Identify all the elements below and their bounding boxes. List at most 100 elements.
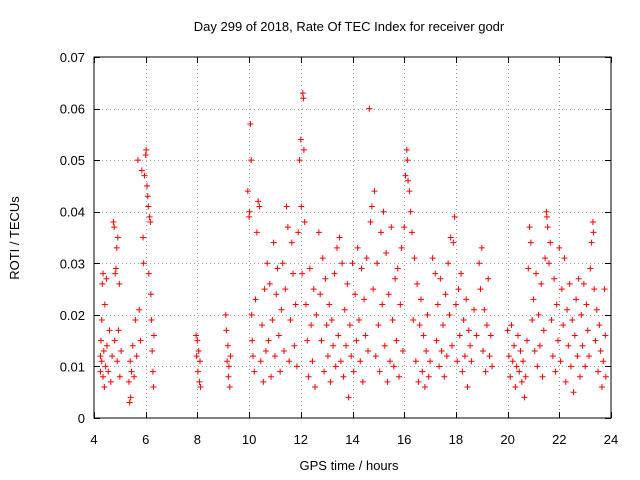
data-point <box>140 260 147 267</box>
data-point <box>284 224 291 231</box>
data-point <box>339 260 346 267</box>
y-axis-ticks: 0 0.01 0.02 0.03 0.04 0.05 0.06 0.07 <box>60 50 611 426</box>
data-point <box>115 327 122 334</box>
data-point <box>194 368 201 375</box>
data-point <box>102 363 109 370</box>
data-point <box>138 167 145 174</box>
data-point <box>317 291 324 298</box>
data-point <box>362 332 369 339</box>
data-point <box>330 342 337 349</box>
data-point <box>116 373 123 380</box>
data-point <box>359 378 366 385</box>
data-point <box>570 389 577 396</box>
data-point <box>324 353 331 360</box>
y-tick-label: 0.05 <box>60 153 85 168</box>
data-point <box>257 358 264 365</box>
data-point <box>534 363 541 370</box>
data-point <box>586 353 593 360</box>
data-point <box>485 275 492 282</box>
data-point <box>299 90 306 97</box>
data-point <box>310 286 317 293</box>
data-point <box>116 280 123 287</box>
data-point <box>140 234 147 241</box>
data-point <box>133 353 140 360</box>
data-point <box>531 347 538 354</box>
data-point <box>194 337 201 344</box>
data-point <box>114 358 121 365</box>
data-point <box>393 337 400 344</box>
data-point <box>416 322 423 329</box>
data-point <box>419 368 426 375</box>
data-point <box>331 270 338 277</box>
data-point <box>404 157 411 164</box>
data-point <box>113 244 120 251</box>
data-point <box>571 332 578 339</box>
data-point <box>304 337 311 344</box>
data-point <box>543 213 550 220</box>
data-point <box>109 353 116 360</box>
x-tick-label: 8 <box>194 432 201 447</box>
data-point <box>402 172 409 179</box>
data-point <box>591 286 598 293</box>
data-point <box>377 229 384 236</box>
data-point <box>394 265 401 272</box>
data-point <box>146 213 153 220</box>
data-point <box>111 224 118 231</box>
data-point <box>333 244 340 251</box>
y-tick-label: 0.04 <box>60 205 85 220</box>
data-point <box>558 286 565 293</box>
x-tick-label: 4 <box>90 432 97 447</box>
data-point <box>261 286 268 293</box>
data-point <box>99 280 106 287</box>
data-point <box>375 322 382 329</box>
data-point <box>461 353 468 360</box>
data-point <box>593 306 600 313</box>
data-point <box>337 358 344 365</box>
data-point <box>473 332 480 339</box>
data-point <box>443 353 450 360</box>
data-point <box>590 229 597 236</box>
data-point <box>98 317 105 324</box>
data-point <box>145 270 152 277</box>
data-point <box>470 306 477 313</box>
data-point <box>256 203 263 210</box>
data-point <box>350 368 357 375</box>
data-point <box>507 373 514 380</box>
data-point <box>513 363 520 370</box>
data-point <box>318 337 325 344</box>
data-point <box>321 368 328 375</box>
data-point <box>434 301 441 308</box>
data-point <box>223 327 230 334</box>
data-point <box>486 353 493 360</box>
data-point <box>142 151 149 158</box>
data-point <box>292 301 299 308</box>
data-point <box>561 255 568 262</box>
data-point <box>363 255 370 262</box>
data-point <box>451 213 458 220</box>
data-point <box>374 260 381 267</box>
data-point <box>246 213 253 220</box>
data-point <box>578 311 585 318</box>
data-point <box>112 270 119 277</box>
data-point <box>477 286 484 293</box>
data-point <box>370 286 377 293</box>
x-tick-label: 10 <box>242 432 256 447</box>
data-point <box>196 358 203 365</box>
data-point <box>421 384 428 391</box>
data-point <box>456 332 463 339</box>
data-point <box>565 342 572 349</box>
data-point <box>380 208 387 215</box>
data-point <box>527 239 534 246</box>
data-point <box>305 373 312 380</box>
data-point <box>266 280 273 287</box>
data-point <box>544 224 551 231</box>
data-point <box>427 358 434 365</box>
data-point <box>100 347 107 354</box>
data-point <box>439 322 446 329</box>
data-point <box>476 260 483 267</box>
data-point <box>195 347 202 354</box>
data-point <box>225 363 232 370</box>
data-point <box>509 358 516 365</box>
data-point <box>505 353 512 360</box>
data-point <box>300 95 307 102</box>
